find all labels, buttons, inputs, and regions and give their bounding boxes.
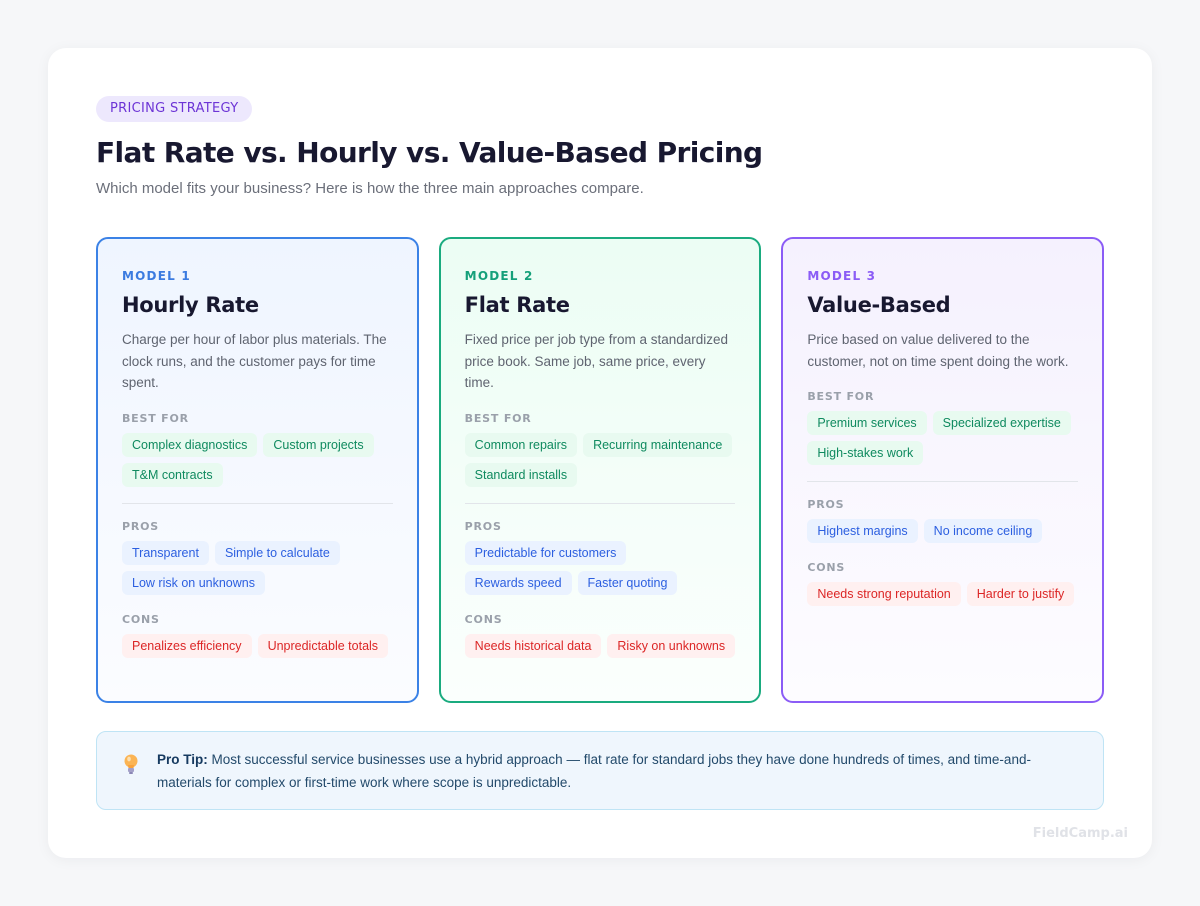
pros-label: PROS xyxy=(464,519,502,533)
con-tag: Harder to justify xyxy=(966,582,1075,606)
con-tag: Unpredictable totals xyxy=(257,633,389,658)
model-description: Charge per hour of labor plus materials.… xyxy=(122,332,387,390)
best-for-label: BEST FOR xyxy=(807,390,875,403)
model-description: Fixed price per job type from a standard… xyxy=(464,332,729,390)
divider xyxy=(464,502,736,504)
cons-label: CONS xyxy=(464,612,503,626)
best-for-tag: Recurring maintenance xyxy=(583,432,733,457)
pro-tip-label: Pro Tip: xyxy=(157,752,208,767)
pros-label: PROS xyxy=(807,498,845,511)
model-card-hourly: MODEL 1 Hourly Rate Charge per hour of l… xyxy=(96,237,419,703)
pros-tags: Predictable for customers Rewards speed … xyxy=(464,540,736,595)
model-label: MODEL 2 xyxy=(464,269,534,283)
cons-tags: Penalizes efficiency Unpredictable total… xyxy=(122,633,393,658)
pros-tags: Highest margins No income ceiling xyxy=(807,519,1078,543)
model-name: Value-Based xyxy=(807,293,951,317)
divider xyxy=(807,481,1079,482)
model-label: MODEL 3 xyxy=(807,269,877,283)
model-label: MODEL 1 xyxy=(122,269,191,283)
pro-tag: No income ceiling xyxy=(923,519,1043,543)
model-name: Flat Rate xyxy=(464,293,570,317)
best-for-tag: Custom projects xyxy=(263,432,374,457)
pro-tag: Faster quoting xyxy=(577,570,678,595)
cons-tags: Needs historical data Risky on unknowns xyxy=(464,633,736,658)
best-for-tag: Standard installs xyxy=(464,462,578,487)
pros-label: PROS xyxy=(122,519,160,533)
best-for-tags: Premium services Specialized expertise H… xyxy=(807,411,1078,465)
best-for-label: BEST FOR xyxy=(464,411,532,425)
con-tag: Penalizes efficiency xyxy=(122,633,252,658)
pro-tip-body: Most successful service businesses use a… xyxy=(157,752,1031,790)
best-for-tags: Common repairs Recurring maintenance Sta… xyxy=(464,432,736,487)
pro-tag: Predictable for customers xyxy=(464,540,627,565)
pro-tip-text: Pro Tip: Most successful service busines… xyxy=(157,748,1079,794)
con-tag: Risky on unknowns xyxy=(607,633,736,658)
divider xyxy=(122,502,393,504)
brand-watermark: FieldCamp.ai xyxy=(1032,826,1128,841)
eyebrow-badge: PRICING STRATEGY xyxy=(96,96,253,122)
pro-tag: Highest margins xyxy=(807,519,918,543)
best-for-tag: Common repairs xyxy=(464,432,578,457)
pro-tag: Rewards speed xyxy=(464,570,572,595)
page-subtitle: Which model fits your business? Here is … xyxy=(96,180,644,197)
best-for-tags: Complex diagnostics Custom projects T&M … xyxy=(122,432,393,487)
pro-tag: Low risk on unknowns xyxy=(122,570,265,595)
cons-label: CONS xyxy=(807,561,846,574)
best-for-tag: Premium services xyxy=(807,411,927,435)
con-tag: Needs historical data xyxy=(464,633,602,658)
model-card-flat-rate: MODEL 2 Flat Rate Fixed price per job ty… xyxy=(438,237,762,703)
model-cards: MODEL 1 Hourly Rate Charge per hour of l… xyxy=(96,237,1105,703)
lightbulb-icon xyxy=(123,754,139,776)
infographic-card: PRICING STRATEGY Flat Rate vs. Hourly vs… xyxy=(48,48,1152,858)
pro-tip-box: Pro Tip: Most successful service busines… xyxy=(96,731,1104,810)
model-description: Price based on value delivered to the cu… xyxy=(807,332,1069,369)
best-for-tag: T&M contracts xyxy=(122,462,223,487)
page-title: Flat Rate vs. Hourly vs. Value-Based Pri… xyxy=(96,136,763,169)
model-card-value-based: MODEL 3 Value-Based Price based on value… xyxy=(781,237,1105,703)
pro-tag: Transparent xyxy=(122,540,209,565)
cons-tags: Needs strong reputation Harder to justif… xyxy=(807,582,1078,606)
cons-label: CONS xyxy=(122,612,160,626)
best-for-label: BEST FOR xyxy=(122,411,189,425)
pro-tag: Simple to calculate xyxy=(214,540,340,565)
best-for-tag: Specialized expertise xyxy=(932,411,1071,435)
best-for-tag: Complex diagnostics xyxy=(122,432,258,457)
model-name: Hourly Rate xyxy=(122,293,259,317)
best-for-tag: High-stakes work xyxy=(807,441,924,465)
pros-tags: Transparent Simple to calculate Low risk… xyxy=(122,540,393,595)
con-tag: Needs strong reputation xyxy=(807,582,961,606)
